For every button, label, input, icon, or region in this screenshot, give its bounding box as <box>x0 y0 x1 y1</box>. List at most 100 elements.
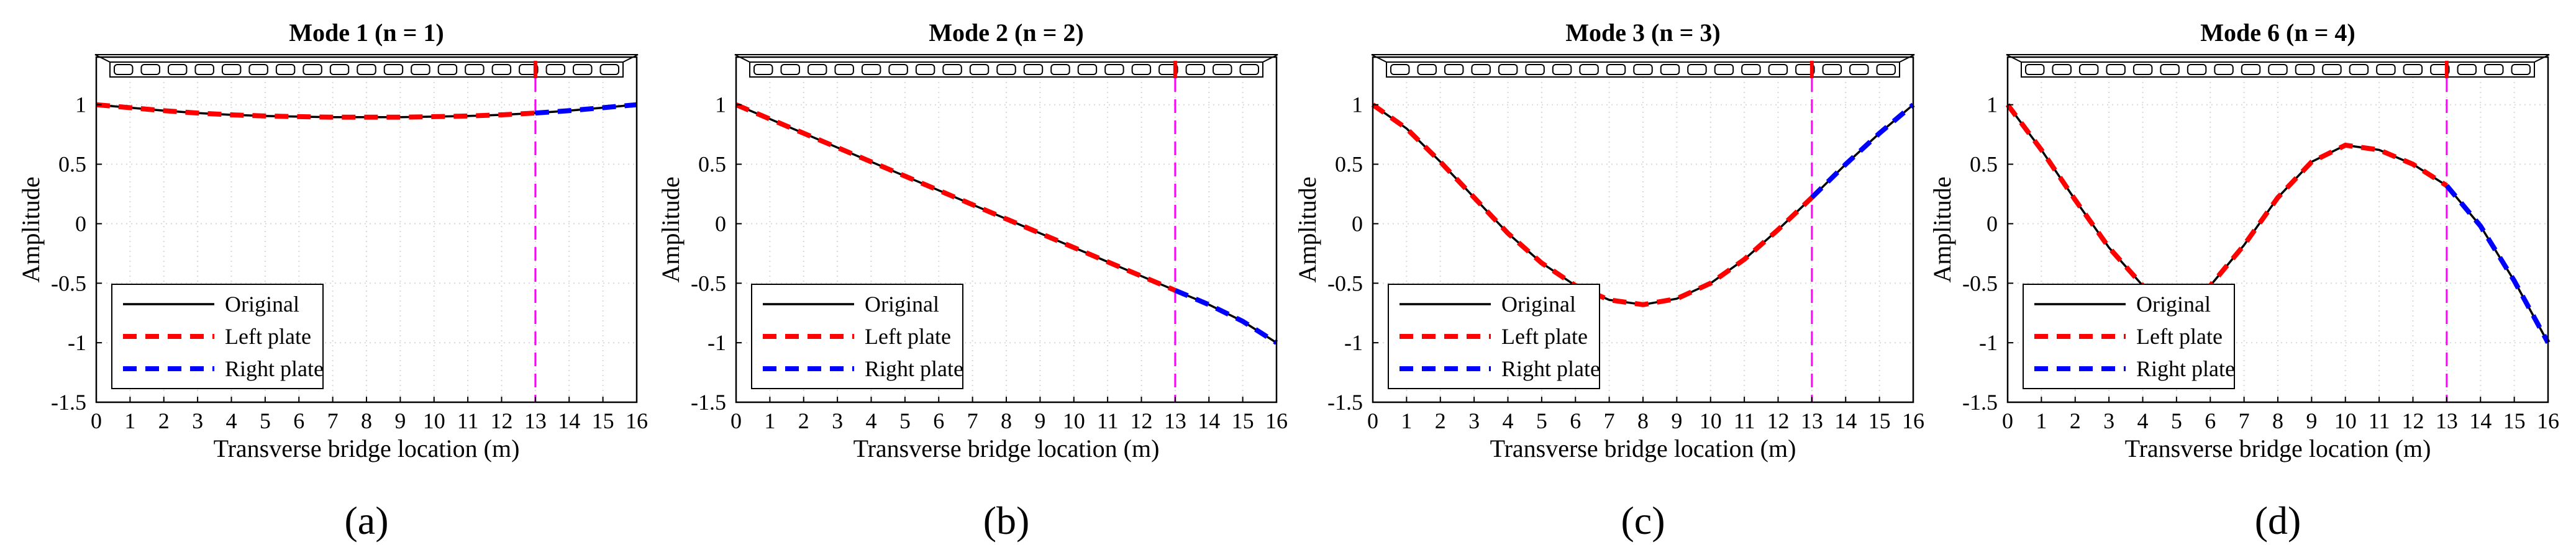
bridge-deck-slab <box>2006 54 2550 63</box>
series-line-right-plate <box>1810 102 1915 200</box>
x-tick-label: 1 <box>2036 408 2047 433</box>
series-line-right-plate <box>2444 184 2551 345</box>
x-axis-label: Transverse bridge location (m) <box>214 435 520 462</box>
x-tick-label: 10 <box>2334 408 2357 433</box>
bridge-girder-void <box>1525 64 1545 75</box>
bridge-girder-void <box>1050 64 1070 75</box>
x-tick-label: 0 <box>730 408 742 433</box>
bridge-girder-void <box>194 64 214 75</box>
series-line-right-plate <box>1174 288 1278 345</box>
bridge-girder-void <box>1579 64 1599 75</box>
x-tick-label: 4 <box>866 408 877 433</box>
bridge-girder-void <box>2241 64 2261 75</box>
bridge-girder-void <box>2430 64 2450 75</box>
bridge-girder-void <box>2457 64 2477 75</box>
bridge-girder-void <box>303 64 322 75</box>
x-tick-label: 9 <box>394 408 406 433</box>
x-tick-label: 6 <box>933 408 944 433</box>
x-tick-label: 11 <box>457 408 479 433</box>
x-tick-label: 12 <box>1131 408 1153 433</box>
chart-panel-2: Mode 2 (n = 2)0 1 2 3 4 5 6 7 8 9 10 11 12 13 14 15 1610… <box>657 19 1288 543</box>
bridge-girder-void <box>888 64 908 75</box>
bridge-cross-section <box>1371 54 1915 78</box>
x-tick-label: 4 <box>2137 408 2149 433</box>
bridge-joint-marker <box>533 61 537 78</box>
x-tick-label: 8 <box>2272 408 2283 433</box>
x-axis-label: Transverse bridge location (m) <box>2125 435 2431 462</box>
bridge-girder-void <box>491 64 512 75</box>
bridge-girder-void <box>807 64 827 75</box>
x-tick-label: 7 <box>2239 408 2250 433</box>
y-tick-label: 0.5 <box>58 152 86 177</box>
x-tick-label: 10 <box>1700 408 1722 433</box>
chart-title: Mode 3 (n = 3) <box>1565 19 1720 47</box>
bridge-girder-void <box>1795 64 1815 75</box>
x-tick-label: 1 <box>1401 408 1412 433</box>
x-tick-label: 2 <box>158 408 170 433</box>
bridge-girder-void <box>1552 64 1572 75</box>
bridge-girder-void <box>1849 64 1869 75</box>
bridge-girder-void <box>140 64 160 75</box>
x-tick-label: 13 <box>2436 408 2458 433</box>
panel-label: (b) <box>983 498 1030 543</box>
x-tick-label: 2 <box>798 408 809 433</box>
bridge-girder-void <box>329 64 350 75</box>
x-tick-label: 14 <box>2469 408 2492 433</box>
panel-label: (c) <box>1621 498 1665 543</box>
x-tick-label: 6 <box>2205 408 2216 433</box>
legend-label: Left plate <box>865 324 951 349</box>
bridge-joint-marker <box>1809 61 1814 78</box>
y-tick-label: -1 <box>1344 330 1363 355</box>
series-line-right-plate <box>535 102 637 116</box>
bridge-girder-void <box>383 64 404 75</box>
x-tick-label: 4 <box>226 408 237 433</box>
x-tick-label: 16 <box>626 408 648 433</box>
legend-label: Original <box>2136 292 2211 317</box>
x-tick-label: 11 <box>2369 408 2390 433</box>
bridge-girder-void <box>1185 64 1206 75</box>
bridge-girder-void <box>1498 64 1518 75</box>
bridge-girder-void <box>1687 64 1707 75</box>
bridge-girder-void <box>2078 64 2099 75</box>
y-tick-label: 1 <box>75 92 86 117</box>
y-tick-label: -0.5 <box>51 271 86 295</box>
bridge-girder-void <box>2349 64 2369 75</box>
y-tick-label: -1.5 <box>1327 390 1363 415</box>
bridge-girder-void <box>1822 64 1842 75</box>
x-tick-label: 4 <box>1503 408 1514 433</box>
x-tick-label: 2 <box>2070 408 2081 433</box>
x-tick-label: 5 <box>260 408 271 433</box>
bridge-girder-void <box>519 64 539 75</box>
bridge-girder-void <box>834 64 854 75</box>
x-tick-label: 0 <box>91 408 102 433</box>
legend-label: Left plate <box>2136 324 2223 349</box>
y-axis-label: Amplitude <box>17 176 45 282</box>
legend-label: Left plate <box>1501 324 1588 349</box>
panel-label: (d) <box>2255 498 2301 543</box>
bridge-girder-void <box>1876 64 1896 75</box>
bridge-girder-void <box>1471 64 1491 75</box>
x-tick-label: 3 <box>192 408 203 433</box>
y-tick-label: 1 <box>1352 92 1363 117</box>
legend-label: Left plate <box>225 324 311 349</box>
x-tick-label: 10 <box>423 408 445 433</box>
chart-panel-1: Mode 1 (n = 1)0 1 2 3 4 5 6 7 8 9 10 11 12 13 14 15 1610… <box>17 19 648 543</box>
bridge-girder-void <box>2214 64 2234 75</box>
chart-panel-3: Mode 3 (n = 3)0 1 2 3 4 5 6 7 8 9 10 11 12 13 14 15 1610… <box>1293 19 1924 543</box>
x-tick-label: 14 <box>1834 408 1857 433</box>
bridge-girder-void <box>2403 64 2423 75</box>
y-tick-label: -1.5 <box>691 390 726 415</box>
bridge-girder-void <box>1606 64 1626 75</box>
x-tick-label: 11 <box>1734 408 1755 433</box>
bridge-cross-section <box>94 54 639 78</box>
y-tick-label: -1.5 <box>51 390 86 415</box>
x-tick-label: 13 <box>1801 408 1823 433</box>
x-tick-label: 1 <box>764 408 775 433</box>
bridge-girder-void <box>1023 64 1044 75</box>
chart-title: Mode 1 (n = 1) <box>289 19 444 47</box>
x-tick-label: 6 <box>293 408 304 433</box>
bridge-girder-void <box>1158 64 1178 75</box>
bridge-girder-void <box>437 64 458 75</box>
bridge-girder-void <box>545 64 566 75</box>
x-tick-label: 16 <box>1902 408 1924 433</box>
